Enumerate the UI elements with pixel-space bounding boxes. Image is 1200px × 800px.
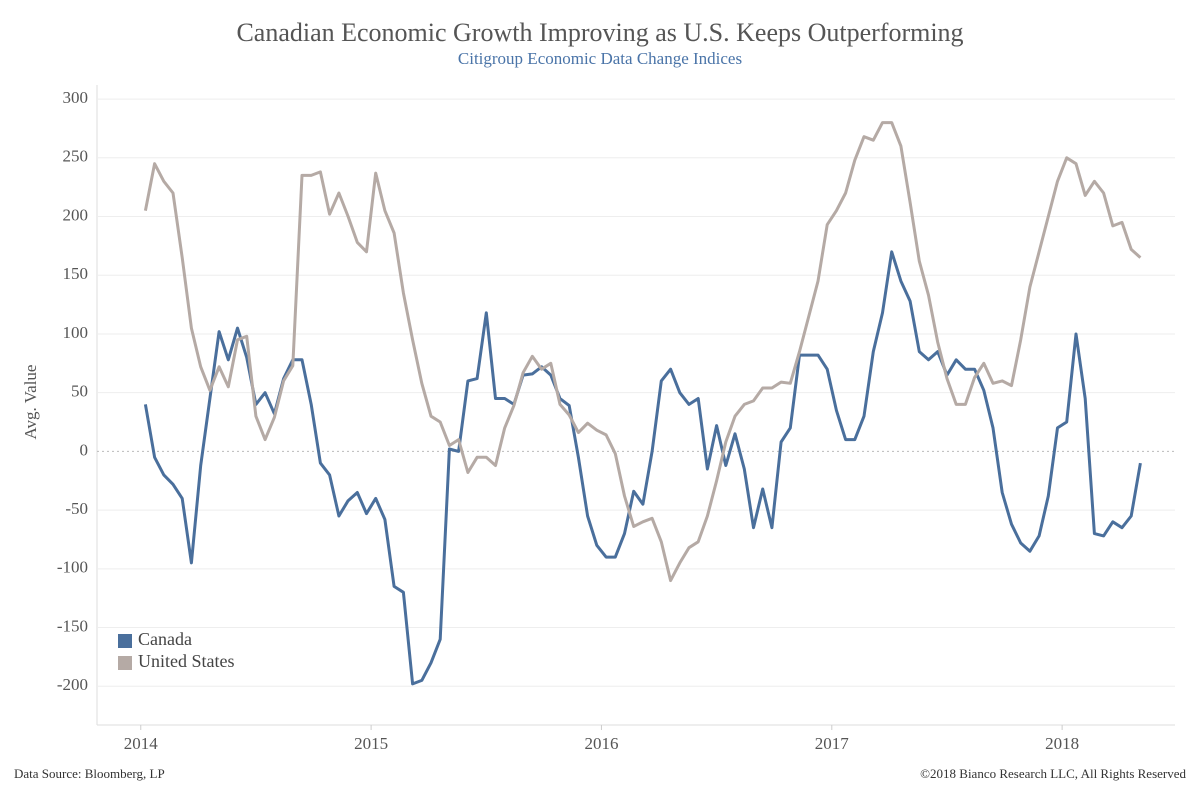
legend-swatch [118, 656, 132, 670]
legend-label: United States [138, 651, 235, 671]
chart-subtitle: Citigroup Economic Data Change Indices [458, 49, 742, 68]
y-tick-label: 200 [63, 205, 89, 224]
x-tick-label: 2014 [124, 734, 159, 753]
series-line [143, 250, 1142, 686]
y-tick-label: 50 [71, 382, 88, 401]
y-tick-label: -100 [57, 558, 88, 577]
legend-label: Canada [138, 629, 192, 649]
y-axis-label: Avg. Value [21, 365, 40, 440]
y-tick-label: -50 [65, 499, 88, 518]
y-tick-label: -150 [57, 616, 88, 635]
source-note: Data Source: Bloomberg, LP [14, 766, 165, 781]
x-tick-label: 2018 [1045, 734, 1079, 753]
x-tick-label: 2015 [354, 734, 388, 753]
x-tick-label: 2016 [584, 734, 618, 753]
y-tick-label: -200 [57, 675, 88, 694]
y-tick-label: 300 [63, 88, 89, 107]
y-tick-label: 100 [63, 323, 89, 342]
y-tick-label: 0 [80, 440, 89, 459]
chart-title: Canadian Economic Growth Improving as U.… [236, 18, 963, 47]
copyright-note: ©2018 Bianco Research LLC, All Rights Re… [920, 766, 1186, 781]
y-tick-label: 150 [63, 264, 89, 283]
legend-swatch [118, 634, 132, 648]
series-line [143, 121, 1142, 583]
y-tick-label: 250 [63, 147, 89, 166]
x-tick-label: 2017 [815, 734, 850, 753]
